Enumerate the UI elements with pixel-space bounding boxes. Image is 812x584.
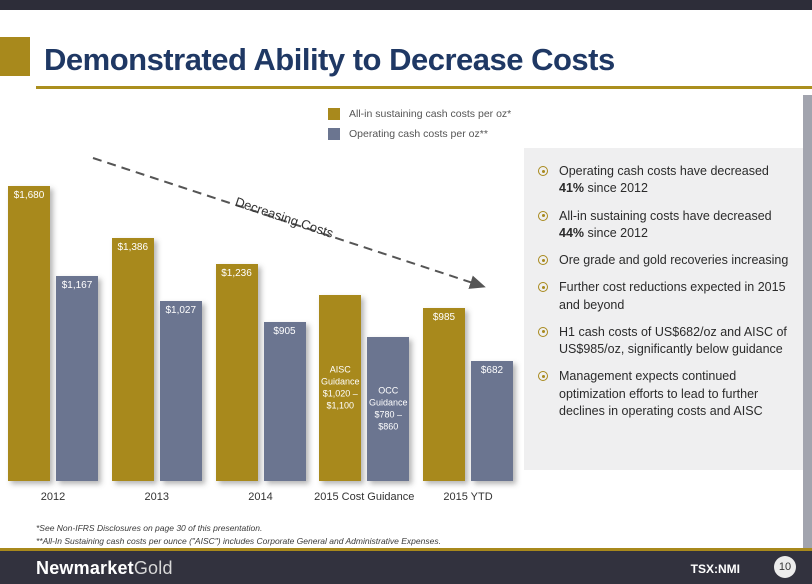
bar-occ: $1,027 xyxy=(159,301,202,481)
bullet-dot xyxy=(541,258,545,262)
page-number-badge: 10 xyxy=(774,556,796,578)
bar-occ: OCC Guidance $780 – $860 xyxy=(367,337,410,481)
bullet-text: All-in sustaining costs have decreased 4… xyxy=(559,208,772,240)
footer-bar xyxy=(0,551,812,584)
bar-chart: $1,680 $1,167 2012 $1,386 $1,027 2013 $1,236 $9… xyxy=(8,150,513,503)
bar-value-label: OCC Guidance $780 – $860 xyxy=(368,385,408,433)
category-label: 2015 Cost Guidance xyxy=(314,491,415,503)
footnote-1: *See Non-IFRS Disclosures on page 30 of … xyxy=(36,523,263,533)
bar-group: $1,680 $1,167 2012 xyxy=(8,186,98,503)
legend-label: All-in sustaining cash costs per oz* xyxy=(349,108,512,120)
bullet-icon xyxy=(538,282,548,293)
bar-value-label: $682 xyxy=(480,365,504,376)
bar-occ: $905 xyxy=(263,322,306,481)
chart-legend: All-in sustaining cash costs per oz* Oper… xyxy=(328,108,511,148)
bar-value-label: $905 xyxy=(273,326,296,337)
category-label: 2013 xyxy=(144,491,169,503)
bar-value-label: $1,386 xyxy=(117,242,149,253)
bar-value-label: $1,680 xyxy=(13,190,45,201)
bullet-item: Further cost reductions expected in 2015… xyxy=(538,279,791,314)
bullet-item: Operating cash costs have decreased 41% … xyxy=(538,163,791,198)
category-label: 2014 xyxy=(248,491,273,503)
bar-chart-plot: $1,680 $1,167 2012 $1,386 $1,027 2013 $1,236 $9… xyxy=(8,186,513,503)
footnotes: *See Non-IFRS Disclosures on page 30 of … xyxy=(36,522,441,548)
bullet-dot xyxy=(541,330,545,334)
company-logo: NewmarketGold xyxy=(36,558,173,579)
bullet-item: Management expects continued optimizatio… xyxy=(538,368,791,420)
top-strip xyxy=(0,0,812,10)
bar-aisc: AISC Guidance $1,020 – $1,100 xyxy=(319,295,362,481)
bar-aisc: $1,386 xyxy=(111,238,154,481)
bullet-icon xyxy=(538,255,548,265)
bar-occ: $1,167 xyxy=(56,276,98,481)
bullet-icon xyxy=(538,371,548,382)
bullet-icon xyxy=(538,326,548,337)
bar-aisc: $1,680 xyxy=(8,186,50,481)
bullet-text: H1 cash costs of US$682/oz and AISC of U… xyxy=(559,324,787,356)
footnote-2: **All-In Sustaining cash costs per ounce… xyxy=(36,536,441,547)
title-underline xyxy=(36,86,812,89)
legend-item: Operating cash costs per oz** xyxy=(328,128,511,140)
legend-swatch-icon xyxy=(328,128,340,140)
bar-occ: $682 xyxy=(471,361,513,481)
bar-value-label: $1,167 xyxy=(61,280,93,291)
bullet-dot xyxy=(541,374,545,378)
key-points-panel: Operating cash costs have decreased 41% … xyxy=(524,148,803,470)
legend-item: All-in sustaining cash costs per oz* xyxy=(328,108,511,120)
bullet-dot xyxy=(541,214,545,217)
category-label: 2015 YTD xyxy=(443,491,493,503)
category-label: 2012 xyxy=(40,491,66,503)
bar-value-label: AISC Guidance $1,020 – $1,100 xyxy=(320,364,360,412)
bullet-icon xyxy=(538,210,548,221)
footer-gold-line xyxy=(0,548,812,551)
bullet-item: Ore grade and gold recoveries increasing xyxy=(538,252,791,269)
right-edge-strip xyxy=(803,95,812,548)
ticker-label: TSX:NMI xyxy=(690,562,740,576)
bar-aisc: $1,236 xyxy=(215,264,258,481)
bar-value-label: $1,236 xyxy=(221,268,252,279)
bar-group: $985 $682 2015 YTD xyxy=(423,308,513,503)
bar-group: AISC Guidance $1,020 – $1,100 OCC Guidance $78… xyxy=(314,295,414,503)
bar-value-label: $1,027 xyxy=(165,305,197,316)
bullet-text: Ore grade and gold recoveries increasing xyxy=(559,253,789,267)
logo-newmarket: Newmarket xyxy=(36,558,134,578)
bar-aisc: $985 xyxy=(423,308,465,481)
legend-swatch-icon xyxy=(328,108,340,120)
bullet-dot xyxy=(541,169,545,173)
bullet-text: Operating cash costs have decreased 41% … xyxy=(559,164,769,196)
title-accent-block xyxy=(0,37,30,76)
bar-group: $1,236 $905 2014 xyxy=(215,264,306,503)
bullet-text: Further cost reductions expected in 2015… xyxy=(559,280,786,312)
bar-group: $1,386 $1,027 2013 xyxy=(111,238,202,503)
bullet-dot xyxy=(541,285,545,289)
page-title: Demonstrated Ability to Decrease Costs xyxy=(44,42,615,77)
legend-label: Operating cash costs per oz** xyxy=(349,128,488,140)
bullet-list: Operating cash costs have decreased 41% … xyxy=(538,163,791,420)
bullet-text: Management expects continued optimizatio… xyxy=(559,369,763,418)
logo-gold: Gold xyxy=(133,558,173,578)
bullet-item: All-in sustaining costs have decreased 4… xyxy=(538,208,791,243)
bullet-item: H1 cash costs of US$682/oz and AISC of U… xyxy=(538,324,791,359)
bullet-icon xyxy=(538,166,548,176)
bar-value-label: $985 xyxy=(432,312,456,323)
